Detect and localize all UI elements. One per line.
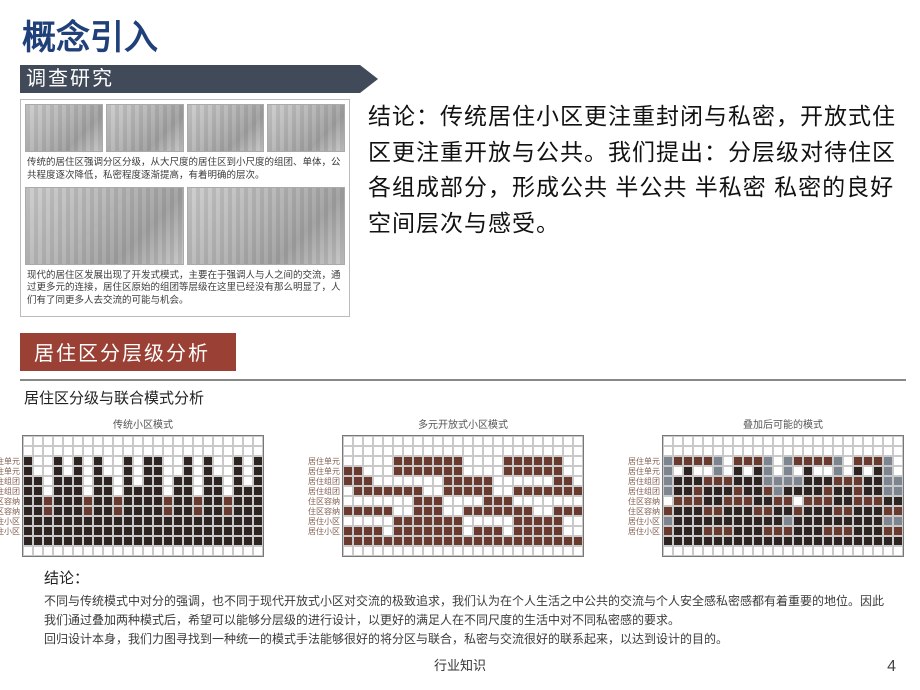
footer-watermark: 行业知识: [0, 655, 920, 674]
thumb-image: [106, 104, 184, 152]
analysis-title: 居住区分级与联合模式分析: [24, 387, 906, 408]
page-title: 概念引入: [0, 0, 920, 65]
grid-charts: 传统小区模式居住单元居住单元居住组团居住组团住区容纳住区容纳居住小区居住小区多元…: [20, 416, 906, 557]
bottom-conclusion: 结论： 不同与传统模式中对分的强调，也不同于现代开放式小区对交流的极致追求，我们…: [44, 567, 886, 648]
grid-row-tags: 居住单元居住单元居住组团居住组团住区容纳住区容纳居住小区居住小区: [0, 457, 20, 537]
grid-row-tags: 居住单元居住单元居住组团居住组团住区容纳住区容纳居住小区居住小区: [606, 457, 660, 537]
thumb-image: [25, 104, 103, 152]
analysis-panel: 居住区分级与联合模式分析 传统小区模式居住单元居住单元居住组团居住组团住区容纳住…: [20, 379, 906, 648]
bottom-p2: 回归设计本身，我们力图寻找到一种统一的模式手法能够很好的将分区与联合，私密与交流…: [44, 630, 886, 649]
grid-mode-label: 多元开放式小区模式: [342, 416, 584, 431]
thumb-image: [187, 104, 265, 152]
top-conclusion-text: 结论：传统居住小区更注重封闭与私密，开放式住区更注重开放与公共。我们提出：分层级…: [350, 99, 906, 317]
grid-block: 叠加后可能的模式居住单元居住单元居住组团居住组团住区容纳住区容纳居住小区居住小区: [662, 416, 904, 557]
grid-block: 传统小区模式居住单元居住单元居住组团居住组团住区容纳住区容纳居住小区居住小区: [22, 416, 264, 557]
research-label: 调查研究: [26, 65, 114, 93]
thumb-image: [25, 187, 184, 265]
bottom-p1: 不同与传统模式中对分的强调，也不同于现代开放式小区对交流的极致追求，我们认为在个…: [44, 592, 886, 629]
thumb-image: [187, 187, 346, 265]
thumb-caption-1: 传统的居住区强调分区分级，从大尺度的居住区到小尺度的组团、单体，公共程度逐次降低…: [25, 155, 345, 187]
grid: [22, 435, 264, 557]
thumb-image: [267, 104, 345, 152]
bottom-heading: 结论：: [44, 567, 886, 590]
grid: [342, 435, 584, 557]
thumb-caption-2: 现代的居住区发展出现了开发式模式，主要在于强调人与人之间的交流，通过更多元的连接…: [25, 268, 345, 312]
grid-mode-label: 传统小区模式: [22, 416, 264, 431]
page-number: 4: [887, 658, 896, 676]
research-header: 调查研究: [0, 65, 920, 93]
grid: [662, 435, 904, 557]
grid-block: 多元开放式小区模式居住单元居住单元居住组团居住组团住区容纳住区容纳居住小区居住小…: [342, 416, 584, 557]
research-thumbnails: 传统的居住区强调分区分级，从大尺度的居住区到小尺度的组团、单体，公共程度逐次降低…: [20, 99, 350, 317]
grid-row-tags: 居住单元居住单元居住组团居住组团住区容纳住区容纳居住小区居住小区: [286, 457, 340, 537]
section-analysis-label: 居住区分层级分析: [20, 333, 236, 371]
grid-mode-label: 叠加后可能的模式: [662, 416, 904, 431]
